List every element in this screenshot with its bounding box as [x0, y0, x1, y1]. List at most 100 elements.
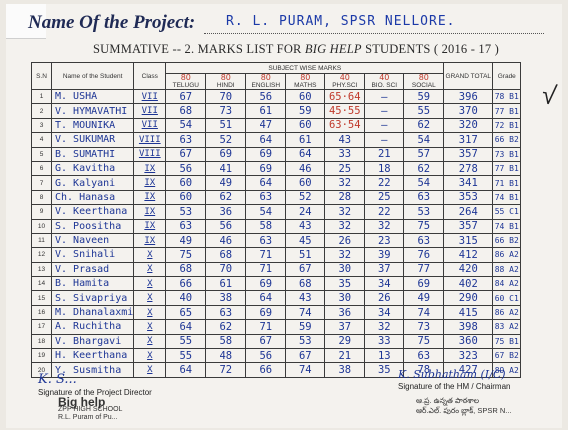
- mark-cell: 53: [403, 204, 445, 220]
- serial-number-cell: 13: [31, 261, 52, 278]
- table-row: 18 V. Bhargavi X 55 58 67 53 29 33 75 360 75 B1: [31, 333, 522, 350]
- table-row: 15 S. Sivapriya X 40 38 64 43 30 26 49 290 60 C1: [31, 290, 522, 306]
- header-row-subjects: 80 TELUGU 80 HINDI 80 ENGLISH 80 MATHS 40 PHY.SCI…: [32, 73, 521, 90]
- mark-cell: 68: [205, 247, 247, 263]
- grade-cell: 88 A2: [492, 261, 522, 278]
- subject-max-marks: 80: [260, 73, 271, 82]
- header-grand-total: GRAND TOTAL: [443, 62, 494, 90]
- mark-cell: 49: [165, 232, 207, 249]
- mark-cell: 69: [403, 276, 445, 292]
- project-line: Name Of the Project: R. L. PURAM, SPSR N…: [28, 12, 548, 34]
- grade-cell: 74 B1: [492, 218, 522, 234]
- student-name-cell: V. Naveen: [50, 232, 135, 249]
- student-name-cell: T. MOUNIKA: [50, 117, 135, 134]
- mark-cell: 33: [324, 146, 366, 162]
- mark-cell: 69: [205, 146, 247, 162]
- serial-number-cell: 8: [31, 189, 52, 206]
- mark-cell: 34: [364, 276, 405, 292]
- mark-cell: 56: [245, 348, 287, 364]
- table-row: 7 G. Kalyani IX 60 49 64 60 32 22 54 341 71 B1: [31, 175, 522, 191]
- mark-cell: 48: [205, 348, 247, 364]
- mark-cell: 75: [165, 247, 207, 263]
- mark-cell: 21: [324, 348, 366, 364]
- grade-cell: 66 B2: [492, 232, 522, 249]
- student-name-cell: Ch. Hanasa: [50, 189, 135, 206]
- serial-number-cell: 11: [31, 232, 52, 249]
- redaction-box: [6, 4, 46, 39]
- header-row-top: S.N Name of the Student Class SUBJECT WI…: [31, 62, 522, 90]
- table-row: 20 Y. Susmitha X 64 72 66 74 38 35 78 427 89 A2: [31, 362, 522, 378]
- grand-total-cell: 398: [443, 319, 494, 335]
- mark-cell: 71: [245, 247, 287, 263]
- mark-cell: 59: [285, 103, 326, 119]
- header-subject: 40 PHY.SCI: [324, 73, 366, 90]
- mark-cell: 64: [165, 319, 207, 335]
- grand-total-cell: 353: [443, 189, 494, 206]
- mark-cell: 29: [324, 333, 366, 350]
- student-name-cell: B. Hamita: [50, 276, 135, 292]
- subject-max-marks: 40: [339, 73, 350, 82]
- mark-cell: 30: [324, 261, 366, 278]
- mark-cell: 53: [285, 333, 326, 350]
- grade-cell: 83 A2: [492, 319, 522, 335]
- school-stamp: ఆ.ప్ర. ఉన్నత పాఠశాల ఆర్.ఎల్. పురం బ్లాక్…: [416, 396, 566, 416]
- mark-cell: 65: [165, 304, 207, 321]
- mark-cell: 68: [165, 103, 207, 119]
- mark-cell: 64: [245, 175, 287, 191]
- grand-total-cell: 357: [443, 218, 494, 234]
- header-subject: 80 ENGLISH: [245, 73, 287, 90]
- mark-cell: 67: [245, 333, 287, 350]
- mark-cell: 67: [285, 348, 326, 364]
- mark-cell: 43: [324, 132, 366, 148]
- table-row: 8 Ch. Hanasa IX 60 62 63 52 28 25 63 353 74 B1: [31, 189, 522, 206]
- mark-cell: 47: [245, 117, 287, 134]
- mark-cell: 63·54: [324, 117, 366, 134]
- mark-cell: 73: [403, 319, 445, 335]
- grade-cell: 72 B1: [492, 117, 522, 134]
- serial-number-cell: 12: [31, 247, 52, 263]
- table-row: 4 V. SUKUMAR VIII 63 52 64 61 43—54 317 66 B2: [31, 132, 522, 148]
- mark-cell: 33: [364, 333, 405, 350]
- project-value: R. L. PURAM, SPSR NELLORE.: [226, 14, 456, 29]
- mark-cell: 67: [165, 88, 207, 105]
- subject-label: MATHS: [294, 82, 317, 89]
- grade-cell: 77 B1: [492, 160, 522, 177]
- mark-cell: 63: [165, 218, 207, 234]
- student-name-cell: A. Ruchitha: [50, 319, 135, 335]
- table-row: 13 V. Prasad X 68 70 71 67 30 37 77 420 88 A2: [31, 261, 522, 278]
- grand-total-cell: 341: [443, 175, 494, 191]
- mark-cell: 56: [165, 160, 207, 177]
- mark-cell: 76: [403, 247, 445, 263]
- grade-cell: 66 B2: [492, 132, 522, 148]
- class-cell: IX: [133, 189, 167, 206]
- student-name-cell: S. Poositha: [50, 218, 135, 234]
- school-stamp-line-2: ఆర్.ఎల్. పురం బ్లాక్, SPSR N...: [416, 406, 512, 415]
- mark-cell: 56: [245, 88, 287, 105]
- grand-total-cell: 323: [443, 348, 494, 364]
- grade-cell: 55 C1: [492, 204, 522, 220]
- subject-label: BIO. SCI: [371, 82, 398, 89]
- mark-cell: 60: [285, 117, 326, 134]
- class-cell: IX: [133, 160, 167, 177]
- mark-cell: 32: [364, 319, 405, 335]
- table-row: 1 M. USHA VII 67 70 56 60 65·64—59 396 78 B1: [31, 88, 522, 105]
- project-label: Name Of the Project:: [28, 12, 196, 33]
- headmaster-signature-caption: Signature of the HM / Chairman: [398, 382, 511, 391]
- class-cell: VII: [133, 117, 167, 134]
- grand-total-cell: 370: [443, 103, 494, 119]
- mark-cell: 54: [245, 204, 287, 220]
- student-name-cell: G. Kalyani: [50, 175, 135, 191]
- grade-cell: 73 B1: [492, 146, 522, 162]
- mark-cell: 66: [245, 362, 287, 378]
- mark-cell: 74: [403, 304, 445, 321]
- subject-max-marks: 80: [220, 73, 231, 82]
- mark-cell: 63: [245, 232, 287, 249]
- serial-number-cell: 1: [31, 88, 52, 105]
- table-row: 10 S. Poositha IX 63 56 58 43 32 32 75 357 74 B1: [31, 218, 522, 234]
- student-name-cell: S. Sivapriya: [50, 290, 135, 306]
- headmaster-signature: K. Subhatham (I/C) Signature of the HM /…: [398, 368, 563, 391]
- grand-total-cell: 396: [443, 88, 494, 105]
- mark-cell: 61: [205, 276, 247, 292]
- mark-cell: 54: [403, 175, 445, 191]
- mark-cell: 60: [165, 175, 207, 191]
